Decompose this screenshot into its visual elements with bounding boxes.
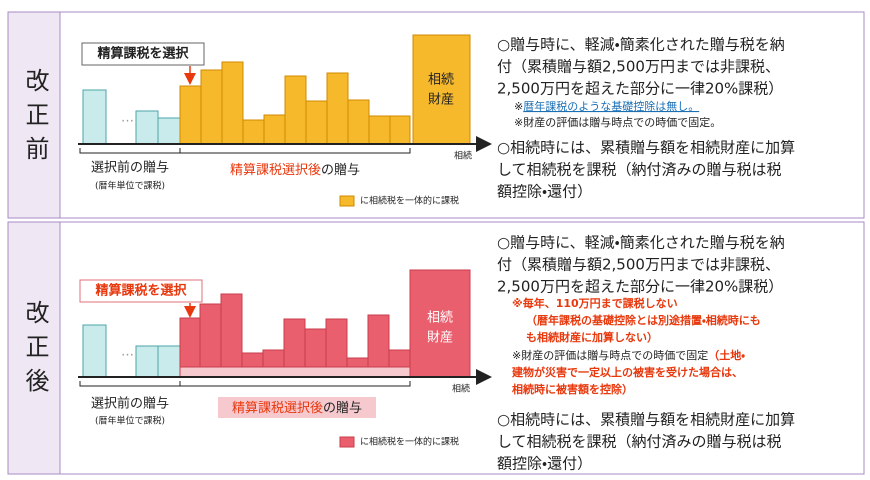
point-line: して相続税を課税（納付済みの贈与税は税 bbox=[497, 433, 782, 451]
callout-box bbox=[81, 42, 205, 66]
bar bbox=[305, 100, 328, 145]
bracket bbox=[79, 148, 411, 154]
bar bbox=[157, 117, 181, 145]
bar bbox=[389, 115, 411, 145]
bar bbox=[221, 61, 244, 145]
point-line: ○相続時には、累積贈与額を相続財産に加算 bbox=[497, 139, 795, 157]
axis-label: 相続 bbox=[452, 383, 470, 395]
after-gift-emph: 精算課税選択後 bbox=[230, 163, 321, 178]
band bbox=[179, 366, 411, 378]
bar bbox=[284, 75, 307, 145]
before-note: (暦年単位で課税) bbox=[95, 415, 165, 427]
explanation: ○贈与時に、軽減・簡素化された贈与税を納 付（累積贈与額2,500万円までは非課… bbox=[497, 36, 795, 201]
point-line: 付（累積贈与額2,500万円までは非課税、 bbox=[497, 256, 780, 274]
note: ※財産の評価は贈与時点での時価で固定（土地・ bbox=[512, 348, 745, 362]
before-gift: 選択前の贈与 bbox=[91, 396, 169, 412]
point-line: ○相続時には、累積贈与額を相続財産に加算 bbox=[497, 411, 795, 429]
section-label: 改正後 bbox=[21, 300, 49, 402]
bar bbox=[200, 69, 223, 145]
callout: 精算課税を選択 bbox=[97, 46, 189, 62]
note-mark: ※ bbox=[514, 100, 523, 113]
bar bbox=[157, 345, 181, 378]
before-gift: 選択前の贈与 bbox=[91, 160, 169, 176]
bar bbox=[179, 85, 202, 145]
illustration: … 相続 財産 相続 精算課税を選択 選択前の贈与 (暦年単位で課税) 精算 bbox=[78, 269, 492, 448]
estate-label: 相続 bbox=[428, 73, 454, 88]
legend-label: に相続税を一体的に課税 bbox=[360, 436, 459, 448]
note: 相続時に被害額を控除） bbox=[512, 382, 633, 396]
callout: 精算課税を選択 bbox=[95, 283, 187, 299]
estate-label: 財産 bbox=[427, 331, 453, 346]
after-gift: 精算課税選択後の贈与 bbox=[232, 401, 362, 416]
after-gift-bg bbox=[218, 397, 376, 418]
point-line: 付（累積贈与額2,500万円までは非課税、 bbox=[497, 58, 780, 76]
before-note: (暦年単位で課税) bbox=[95, 180, 165, 192]
section-label: 改正前 bbox=[21, 68, 49, 170]
note: ※暦年課税のような基礎控除は無し。 bbox=[514, 99, 699, 113]
after-gift-rest: の贈与 bbox=[323, 401, 362, 416]
bar bbox=[82, 324, 107, 378]
after-gift: 精算課税選択後の贈与 bbox=[230, 163, 360, 178]
axis-label: 相続 bbox=[454, 150, 472, 162]
bar bbox=[220, 293, 243, 378]
point-line: して相続税を課税（納付済みの贈与税は税 bbox=[497, 161, 782, 179]
estate-bar bbox=[412, 34, 471, 145]
bar bbox=[368, 115, 391, 145]
callout-box bbox=[79, 279, 203, 303]
legend-label: に相続税を一体的に課税 bbox=[360, 195, 459, 207]
point-line: 額控除・還付） bbox=[497, 455, 592, 473]
after-gift-rest: の贈与 bbox=[321, 163, 360, 178]
legend-swatch bbox=[339, 195, 355, 207]
point-line: 額控除・還付） bbox=[497, 183, 592, 201]
bar bbox=[326, 72, 349, 145]
note: ※毎年、110万円まで課税しない bbox=[512, 296, 678, 310]
ellipsis: … bbox=[121, 345, 134, 360]
bar bbox=[242, 119, 265, 145]
bar bbox=[135, 345, 159, 378]
point-line: ○贈与時に、軽減・簡素化された贈与税を納 bbox=[497, 36, 785, 54]
bar bbox=[135, 110, 159, 145]
note-text: 暦年課税のような基礎控除は無し。 bbox=[523, 99, 699, 113]
note-text: （土地・ bbox=[708, 348, 745, 362]
point-line: 2,500万円を超えた部分に一律20%課税） bbox=[497, 278, 783, 296]
bar bbox=[263, 114, 286, 145]
note: 建物が災害で一定以上の被害を受けた場合は、 bbox=[511, 365, 743, 379]
note: も相続財産に加算しない） bbox=[526, 330, 658, 344]
bar bbox=[82, 89, 107, 145]
note: （暦年課税の基礎控除とは別途措置・相続時にも bbox=[526, 313, 761, 327]
bracket bbox=[79, 381, 411, 387]
explanation: ○贈与時に、軽減・簡素化された贈与税を納 付（累積贈与額2,500万円までは非課… bbox=[497, 234, 795, 473]
ellipsis: … bbox=[121, 111, 134, 126]
point-line: 2,500万円を超えた部分に一律20%課税） bbox=[497, 80, 783, 98]
estate-label: 財産 bbox=[428, 93, 454, 108]
section-label-cell bbox=[7, 221, 61, 475]
point-line: ○贈与時に、軽減・簡素化された贈与税を納 bbox=[497, 234, 785, 252]
estate-label: 相続 bbox=[427, 311, 453, 326]
legend-swatch bbox=[339, 436, 355, 448]
note: ※財産の評価は贈与時点での時価で固定。 bbox=[514, 115, 721, 129]
estate-bar bbox=[409, 269, 471, 378]
bar bbox=[347, 99, 370, 145]
section-label-cell bbox=[7, 11, 61, 219]
bar bbox=[199, 303, 222, 378]
illustration: … 相続 財産 相続 精算課税を選択 選択前の贈与 (暦年単位で課税) 精算課税… bbox=[78, 34, 492, 207]
after-gift-emph: 精算課税選択後 bbox=[232, 401, 323, 416]
note-text: ※財産の評価は贈与時点での時価で固定 bbox=[512, 348, 708, 362]
